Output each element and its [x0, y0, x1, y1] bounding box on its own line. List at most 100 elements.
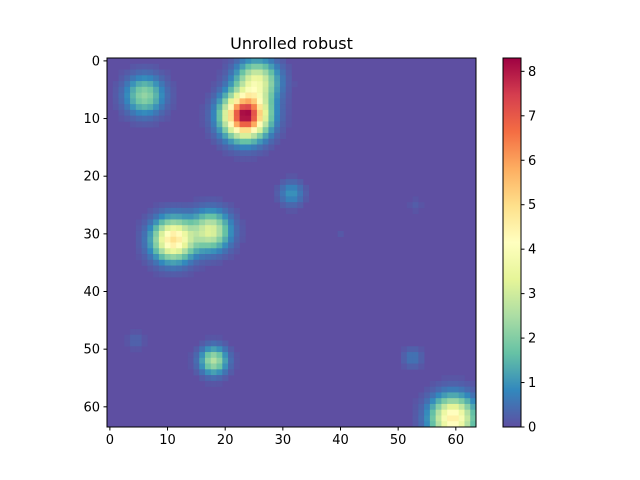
heatmap-cell — [262, 92, 269, 99]
heatmap-cell — [233, 63, 240, 70]
heatmap-cell — [228, 352, 235, 359]
heatmap-cell — [176, 242, 183, 249]
heatmap-cell — [274, 98, 281, 105]
heatmap-cell — [130, 346, 137, 353]
heatmap-cell — [268, 92, 275, 99]
heatmap-cell — [222, 92, 229, 99]
heatmap-cell — [285, 63, 292, 70]
heatmap-cell — [412, 403, 419, 411]
heatmap-cell — [245, 121, 252, 128]
heatmap-cell — [210, 357, 217, 364]
heatmap-cell — [210, 334, 217, 341]
heatmap-cell — [222, 121, 229, 128]
heatmap-cell — [245, 98, 252, 105]
heatmap-cell — [297, 179, 304, 186]
heatmap-cell — [429, 421, 436, 428]
heatmap-cell — [464, 421, 471, 428]
heatmap-cell — [216, 352, 223, 359]
heatmap-cell — [285, 92, 292, 99]
heatmap-cell — [210, 121, 217, 128]
heatmap-cell — [193, 363, 200, 370]
heatmap-cell — [464, 403, 471, 411]
heatmap-cell — [228, 86, 235, 93]
heatmap-cell — [251, 63, 258, 70]
heatmap-cell — [216, 369, 223, 376]
heatmap-cell — [210, 127, 217, 134]
heatmap-cell — [245, 81, 252, 88]
heatmap-cell — [187, 213, 194, 220]
heatmap-cell — [158, 75, 165, 82]
heatmap-cell — [135, 346, 142, 353]
heatmap-cell — [187, 236, 194, 243]
heatmap-cell — [245, 92, 252, 99]
heatmap-cell — [210, 202, 217, 209]
heatmap-cell — [251, 69, 258, 76]
heatmap-cell — [205, 202, 212, 209]
heatmap-cell — [158, 207, 165, 214]
heatmap-cell — [274, 86, 281, 93]
heatmap-cell — [181, 271, 189, 278]
heatmap-cell — [222, 58, 229, 65]
heatmap-cell — [135, 334, 142, 341]
heatmap-cell — [279, 58, 287, 65]
heatmap-cell — [124, 69, 131, 76]
heatmap-cell — [279, 202, 287, 209]
heatmap-cell — [256, 150, 263, 157]
heatmap-cell — [418, 398, 425, 405]
heatmap-cell — [147, 92, 154, 99]
heatmap-cell — [205, 109, 212, 116]
heatmap-cell — [233, 69, 240, 76]
colorbar — [502, 57, 522, 428]
heatmap-cell — [135, 328, 142, 336]
heatmap-cell — [153, 81, 160, 88]
heatmap-cell — [199, 340, 206, 347]
heatmap-cell — [176, 219, 183, 226]
heatmap-cell — [210, 230, 217, 238]
heatmap-cell — [147, 109, 154, 116]
heatmap-cell — [412, 421, 419, 428]
heatmap-cell — [228, 219, 235, 226]
heatmap-cell — [262, 144, 269, 151]
heatmap-cell — [274, 190, 281, 197]
heatmap-cell — [245, 75, 252, 82]
heatmap-cell — [130, 115, 137, 122]
heatmap-cell — [216, 236, 223, 243]
heatmap-cell — [222, 346, 229, 353]
heatmap-cell — [285, 69, 292, 76]
heatmap-cell — [216, 144, 223, 151]
heatmap-cell — [222, 132, 229, 140]
heatmap-cell — [458, 403, 465, 411]
heatmap-cell — [181, 213, 189, 220]
heatmap-cell — [233, 81, 240, 88]
heatmap-cell — [251, 86, 258, 93]
heatmap-cell — [170, 230, 177, 238]
heatmap-cell — [222, 357, 229, 364]
heatmap-cell — [193, 202, 200, 209]
heatmap-cell — [216, 242, 223, 249]
heatmap-cell — [256, 98, 263, 105]
heatmap-cell — [412, 207, 419, 214]
heatmap-cell — [222, 248, 229, 255]
heatmap-cell — [251, 98, 258, 105]
heatmap-cell — [228, 144, 235, 151]
heatmap-cell — [441, 421, 448, 428]
heatmap-cell — [274, 81, 281, 88]
heatmap-cell — [435, 403, 442, 411]
heatmap-cell — [262, 121, 269, 128]
heatmap-cell — [176, 254, 183, 261]
heatmap-cell — [118, 69, 125, 76]
heatmap-cell — [470, 380, 477, 387]
heatmap-cell — [228, 109, 235, 116]
heatmap-cell — [210, 242, 217, 249]
heatmap-cell — [216, 213, 223, 220]
heatmap-cell — [245, 69, 252, 76]
y-tick-label: 50 — [83, 343, 100, 358]
heatmap-cell — [239, 138, 246, 145]
heatmap-cell — [130, 104, 137, 111]
heatmap-cell — [153, 219, 160, 226]
heatmap-cell — [205, 127, 212, 134]
heatmap-cell — [153, 254, 160, 261]
x-tick-label: 50 — [390, 433, 407, 448]
heatmap-cell — [251, 138, 258, 145]
heatmap-cell — [228, 81, 235, 88]
